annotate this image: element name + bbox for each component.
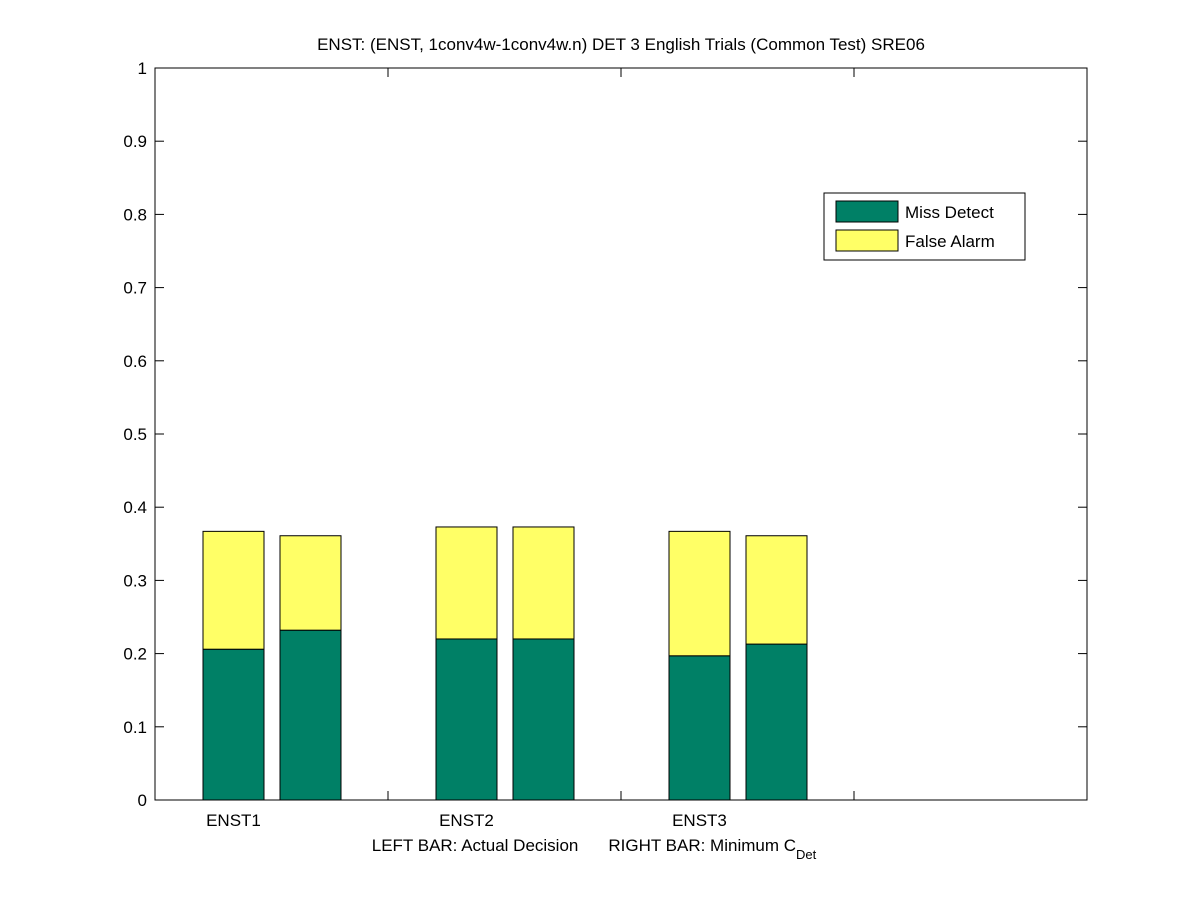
legend-label: Miss Detect <box>905 203 994 222</box>
chart-title: ENST: (ENST, 1conv4w-1conv4w.n) DET 3 En… <box>317 35 925 54</box>
y-tick-label: 0.8 <box>123 205 147 224</box>
y-tick-label: 0.1 <box>123 718 147 737</box>
y-tick-label: 0.5 <box>123 425 147 444</box>
legend-label: False Alarm <box>905 232 995 251</box>
y-tick-label: 0.2 <box>123 645 147 664</box>
bar-segment <box>745 643 808 801</box>
bar-segment <box>202 648 265 801</box>
y-tick-label: 0 <box>138 791 147 810</box>
y-tick-label: 0.4 <box>123 498 147 517</box>
y-tick-label: 0.9 <box>123 132 147 151</box>
x-label-sub: Det <box>796 847 817 862</box>
y-tick-label: 1 <box>138 59 147 78</box>
y-tick-label: 0.7 <box>123 279 147 298</box>
bar-segment <box>512 526 575 640</box>
bar-segment <box>435 526 498 640</box>
bar-segment <box>668 530 731 657</box>
legend-swatch <box>835 200 899 223</box>
y-tick-label: 0.3 <box>123 571 147 590</box>
bar-segment <box>279 629 342 801</box>
x-label-left: LEFT BAR: Actual Decision <box>372 836 579 855</box>
bar-segment <box>202 530 265 650</box>
x-tick-label: ENST1 <box>206 811 261 830</box>
x-label-right: RIGHT BAR: Minimum C <box>608 836 796 855</box>
x-tick-label: ENST2 <box>439 811 494 830</box>
x-tick-label: ENST3 <box>672 811 727 830</box>
bar-segment <box>745 535 808 645</box>
x-axis-label: LEFT BAR: Actual Decision RIGHT BAR: Mini… <box>372 836 817 862</box>
bar-segment <box>279 535 342 631</box>
bar-segment <box>512 638 575 801</box>
legend-swatch <box>835 229 899 252</box>
y-tick-label: 0.6 <box>123 352 147 371</box>
bar-segment <box>668 655 731 801</box>
bar-segment <box>435 638 498 801</box>
